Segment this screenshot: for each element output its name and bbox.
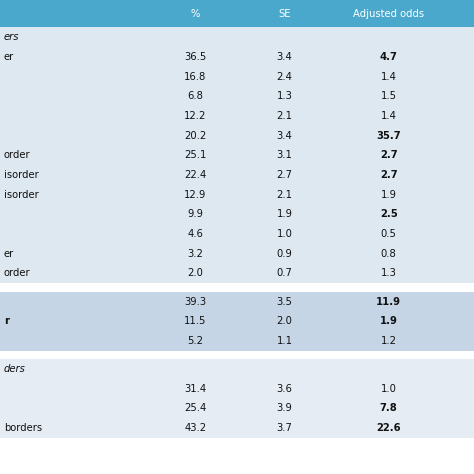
Text: 3.4: 3.4 xyxy=(276,131,292,141)
Bar xyxy=(0,27,474,47)
Bar xyxy=(0,126,474,146)
Text: 1.9: 1.9 xyxy=(276,210,292,219)
Text: 6.8: 6.8 xyxy=(187,91,203,101)
Bar xyxy=(0,244,474,264)
Text: 1.0: 1.0 xyxy=(381,384,397,394)
Text: 22.6: 22.6 xyxy=(376,423,401,433)
Text: 2.7: 2.7 xyxy=(276,170,292,180)
Text: 11.9: 11.9 xyxy=(376,297,401,307)
Text: 2.7: 2.7 xyxy=(380,170,398,180)
Bar xyxy=(0,205,474,224)
Text: 1.9: 1.9 xyxy=(380,316,398,326)
Text: isorder: isorder xyxy=(4,190,38,200)
Text: 20.2: 20.2 xyxy=(184,131,206,141)
Text: 0.5: 0.5 xyxy=(381,229,397,239)
Bar xyxy=(0,47,474,67)
Text: 22.4: 22.4 xyxy=(184,170,206,180)
Text: 9.9: 9.9 xyxy=(187,210,203,219)
Text: 11.5: 11.5 xyxy=(184,316,207,326)
Text: 3.4: 3.4 xyxy=(276,52,292,62)
Text: 0.9: 0.9 xyxy=(276,249,292,259)
Text: 2.7: 2.7 xyxy=(380,150,398,160)
Text: 3.7: 3.7 xyxy=(276,423,292,433)
Text: 0.7: 0.7 xyxy=(276,268,292,278)
Text: 1.4: 1.4 xyxy=(381,72,397,82)
Text: order: order xyxy=(4,268,30,278)
Bar xyxy=(0,146,474,165)
Text: 16.8: 16.8 xyxy=(184,72,206,82)
Text: 3.1: 3.1 xyxy=(276,150,292,160)
Bar xyxy=(0,165,474,185)
Text: 25.1: 25.1 xyxy=(184,150,207,160)
Bar xyxy=(0,283,474,292)
Text: 43.2: 43.2 xyxy=(184,423,206,433)
Bar xyxy=(0,379,474,399)
Text: isorder: isorder xyxy=(4,170,38,180)
Bar xyxy=(0,331,474,351)
Text: r: r xyxy=(4,316,9,326)
Text: er: er xyxy=(4,249,14,259)
Text: 35.7: 35.7 xyxy=(376,131,401,141)
Text: 1.5: 1.5 xyxy=(381,91,397,101)
Text: 7.8: 7.8 xyxy=(380,403,398,413)
Bar xyxy=(0,359,474,379)
Text: 39.3: 39.3 xyxy=(184,297,206,307)
Text: 2.4: 2.4 xyxy=(276,72,292,82)
Text: 1.3: 1.3 xyxy=(276,91,292,101)
Text: 3.5: 3.5 xyxy=(276,297,292,307)
Text: order: order xyxy=(4,150,30,160)
Text: er: er xyxy=(4,52,14,62)
Text: 31.4: 31.4 xyxy=(184,384,206,394)
Text: ers: ers xyxy=(4,32,19,42)
Text: 1.9: 1.9 xyxy=(381,190,397,200)
Bar xyxy=(0,87,474,106)
Text: 2.5: 2.5 xyxy=(380,210,398,219)
Text: 2.1: 2.1 xyxy=(276,111,292,121)
Text: 36.5: 36.5 xyxy=(184,52,206,62)
Bar xyxy=(0,0,474,27)
Text: 1.1: 1.1 xyxy=(276,336,292,346)
Text: ders: ders xyxy=(4,364,26,374)
Text: 2.0: 2.0 xyxy=(276,316,292,326)
Text: 2.1: 2.1 xyxy=(276,190,292,200)
Text: 3.6: 3.6 xyxy=(276,384,292,394)
Text: borders: borders xyxy=(4,423,42,433)
Text: 3.9: 3.9 xyxy=(276,403,292,413)
Bar xyxy=(0,311,474,331)
Text: 3.2: 3.2 xyxy=(187,249,203,259)
Text: SE: SE xyxy=(278,9,291,19)
Bar xyxy=(0,106,474,126)
Bar xyxy=(0,67,474,87)
Bar xyxy=(0,264,474,283)
Bar xyxy=(0,185,474,205)
Text: 1.4: 1.4 xyxy=(381,111,397,121)
Text: 12.9: 12.9 xyxy=(184,190,207,200)
Text: 12.2: 12.2 xyxy=(184,111,207,121)
Text: 4.6: 4.6 xyxy=(187,229,203,239)
Text: 5.2: 5.2 xyxy=(187,336,203,346)
Bar xyxy=(0,399,474,418)
Bar xyxy=(0,351,474,359)
Text: 25.4: 25.4 xyxy=(184,403,206,413)
Bar xyxy=(0,292,474,311)
Text: 2.0: 2.0 xyxy=(187,268,203,278)
Bar xyxy=(0,224,474,244)
Text: Adjusted odds: Adjusted odds xyxy=(353,9,424,19)
Text: %: % xyxy=(191,9,200,19)
Text: 4.7: 4.7 xyxy=(380,52,398,62)
Bar xyxy=(0,418,474,438)
Text: 1.2: 1.2 xyxy=(381,336,397,346)
Bar xyxy=(0,438,474,474)
Text: 0.8: 0.8 xyxy=(381,249,397,259)
Text: 1.3: 1.3 xyxy=(381,268,397,278)
Text: 1.0: 1.0 xyxy=(276,229,292,239)
